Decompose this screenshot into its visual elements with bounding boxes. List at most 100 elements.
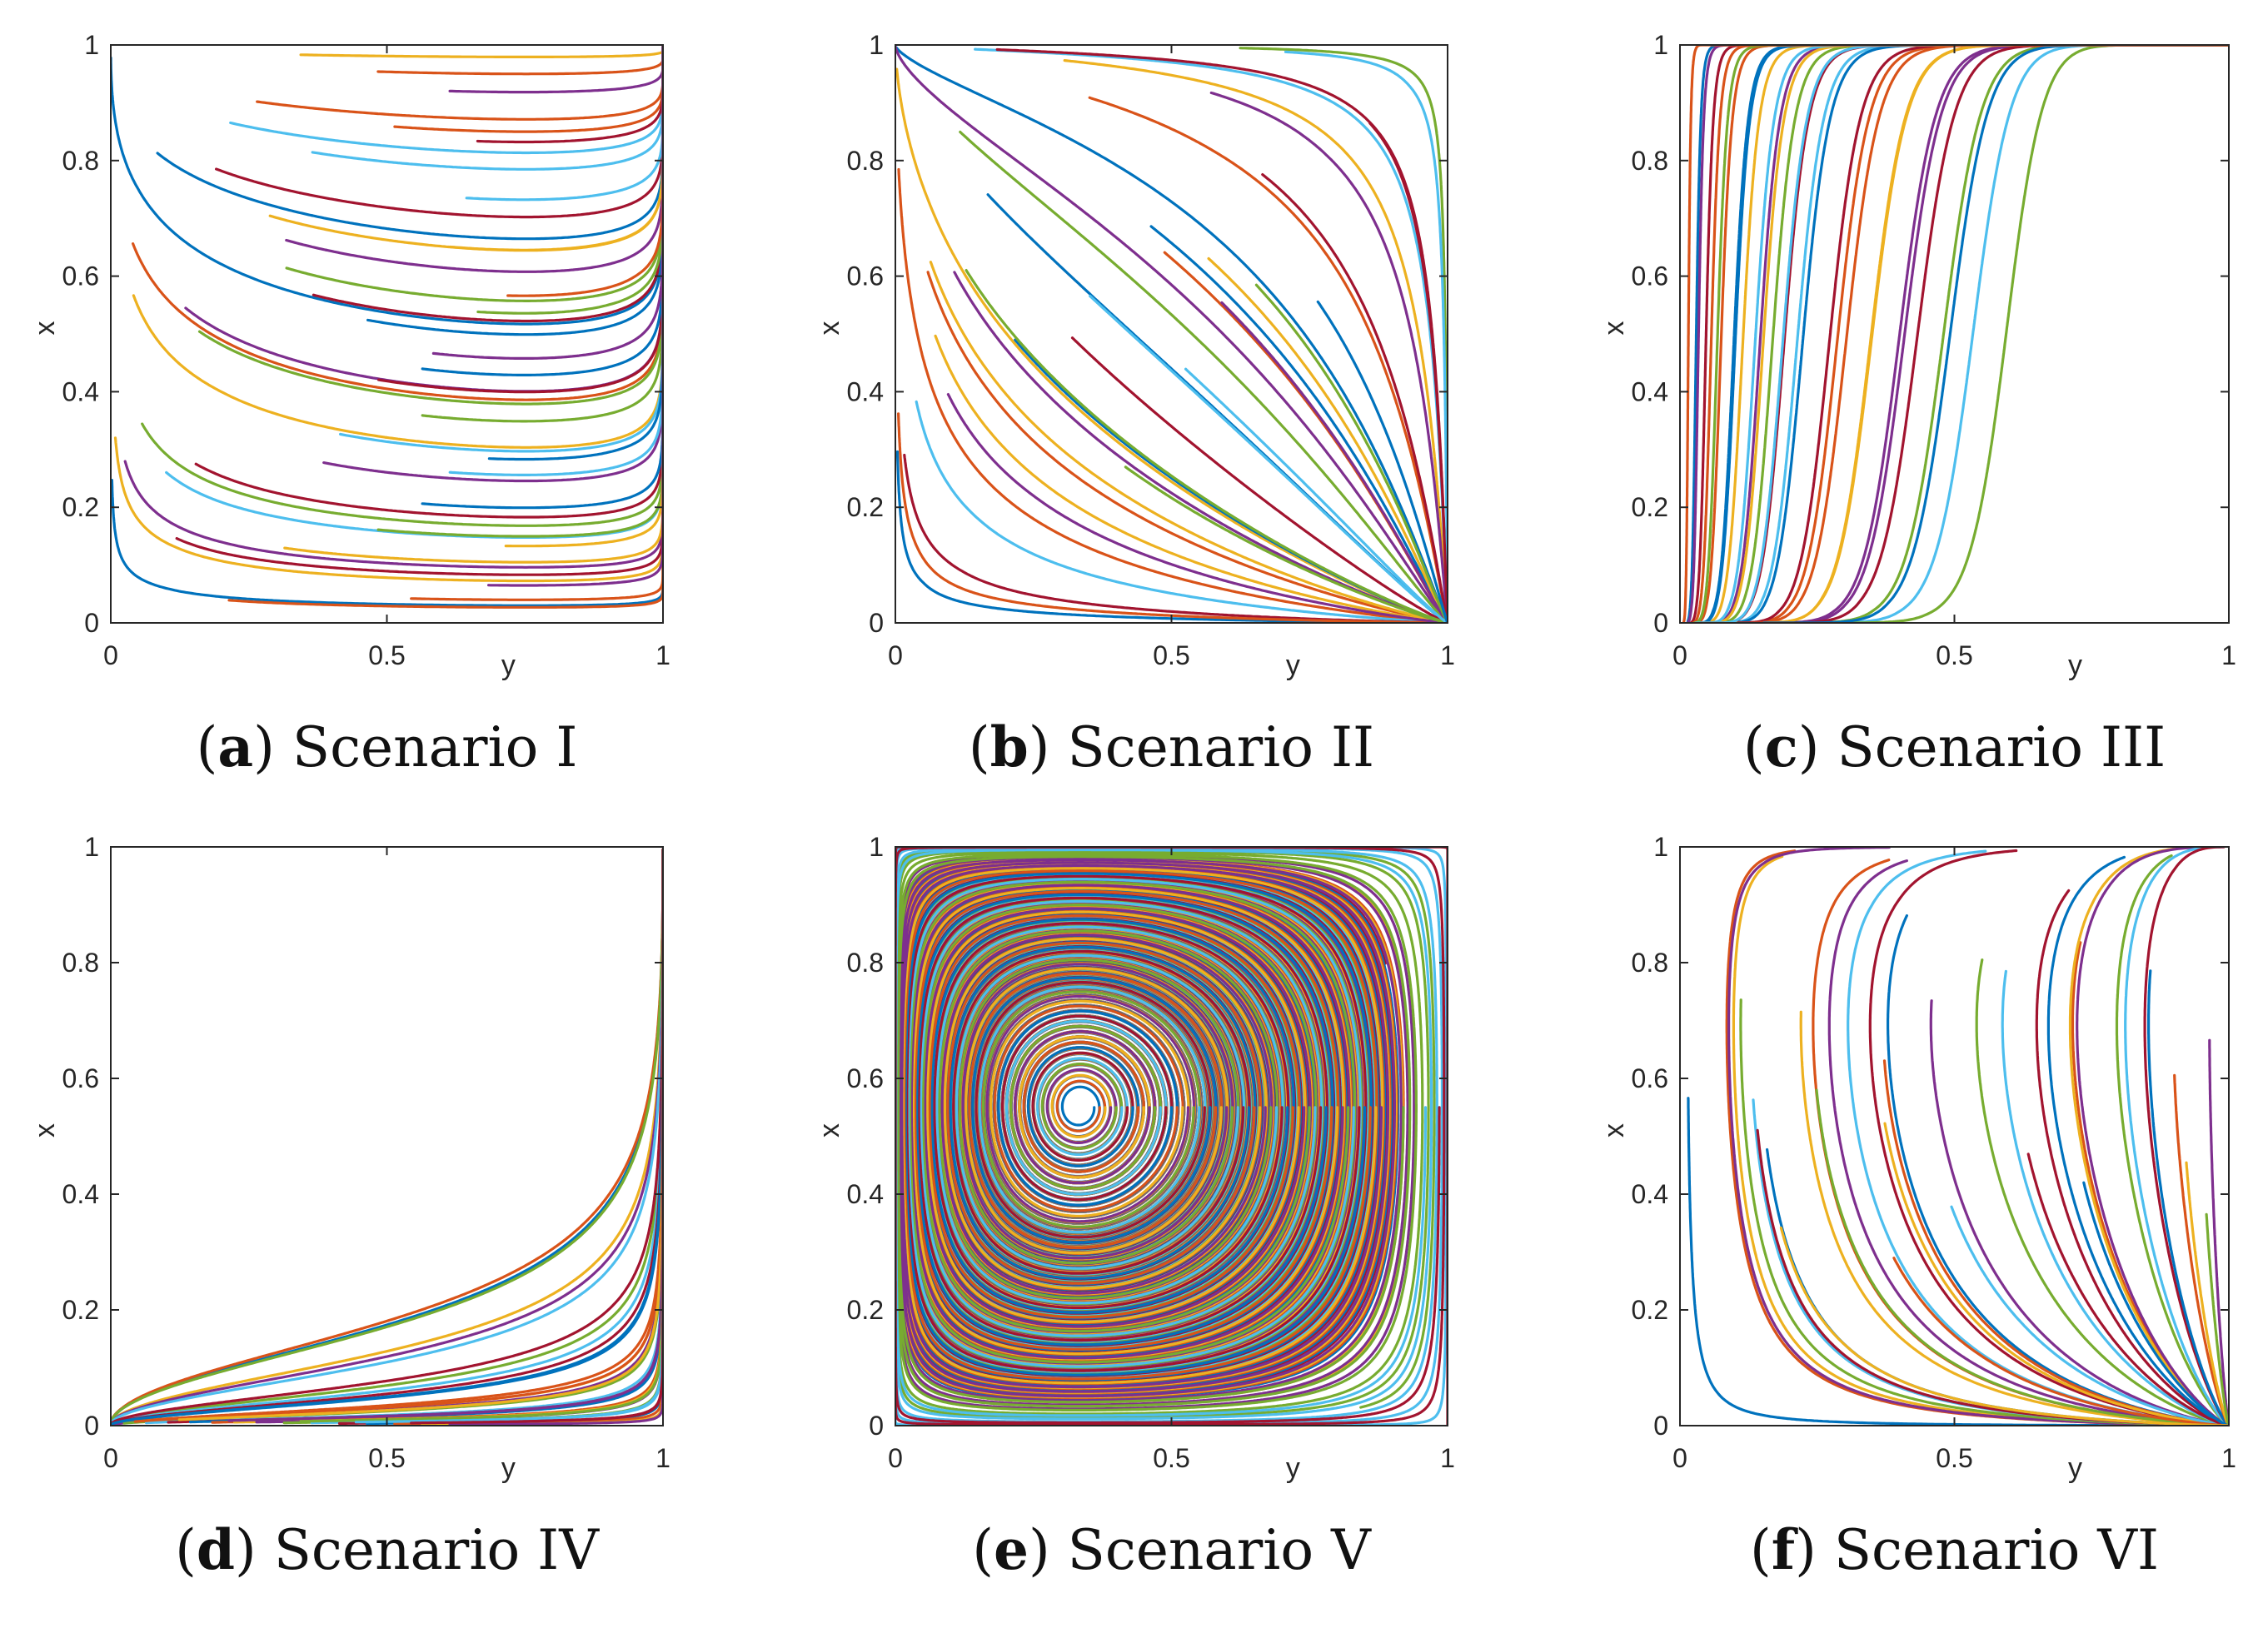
- ytick-label: 0.2: [1632, 1295, 1668, 1325]
- xtick-label: 0: [888, 640, 903, 670]
- trajectory-c-0: [1687, 45, 2228, 621]
- xtick-label: 0.5: [368, 640, 405, 670]
- ytick-label: 1: [869, 30, 884, 60]
- ytick-label: 0.8: [847, 948, 884, 978]
- trajectory-c-8: [1696, 45, 2227, 623]
- xtick-label: 0: [1672, 640, 1687, 670]
- panel-a: 0 0.2 0.4 0.6 0.8 1 0 0.5 1 y x (a) Scenario I: [29, 30, 670, 779]
- axes-frame-c: [1680, 45, 2229, 623]
- trajectory-c-14: [1695, 45, 2227, 623]
- panel-c: 00.20.40.60.810 0.5 1yx(c) Scenario III: [1598, 30, 2236, 779]
- ylabel-e: x: [814, 1123, 845, 1138]
- trajectory-c-1: [1697, 45, 2228, 623]
- ylabel-f: x: [1598, 1123, 1630, 1138]
- xtick-label: 0: [103, 640, 118, 670]
- caption-c: (c) Scenario III: [1743, 714, 2166, 779]
- trajectory-f-37: [1781, 1228, 2227, 1426]
- xtick-label: 1: [1440, 1443, 1455, 1473]
- caption-e: (e) Scenario V: [972, 1517, 1372, 1582]
- trajectory-a-43: [508, 59, 663, 296]
- panel-b: 00.20.40.60.810 0.5 1yx(b) Scenario II: [814, 30, 1455, 779]
- trajectory-a-29: [378, 59, 663, 74]
- trajectory-d-26: [112, 851, 663, 1422]
- panel-f: 00.20.40.60.810 0.5 1yx(f) Scenario VI: [1598, 832, 2236, 1582]
- ytick-label: 1: [84, 832, 99, 862]
- ytick-label: 0.8: [62, 948, 99, 978]
- xtick-label: 1: [2221, 1443, 2236, 1473]
- ytick-label: 1: [1653, 30, 1668, 60]
- trajectory-b-20: [1073, 338, 1447, 623]
- trajectory-f-21: [2048, 857, 2227, 1425]
- ylabel-b: x: [814, 321, 845, 336]
- ytick-label: 0.4: [1632, 1179, 1668, 1209]
- xtick-label: 1: [655, 640, 670, 670]
- trajectories-b: [895, 47, 1448, 624]
- xlabel-b: y: [1286, 650, 1300, 681]
- trajectory-a-27: [379, 47, 663, 392]
- caption-a: (a) Scenario I: [197, 714, 578, 779]
- trajectory-d-13: [168, 851, 663, 1423]
- trajectory-a-3: [186, 45, 663, 391]
- trajectory-b-11: [1240, 48, 1448, 622]
- xtick-label: 0.5: [1153, 1443, 1189, 1473]
- ylabel-a: x: [29, 321, 61, 336]
- ytick-label: 0: [84, 1411, 99, 1441]
- ytick-label: 0.6: [1632, 1063, 1668, 1093]
- panel-e: 00.20.40.60.810 0.5 1yx(e) Scenario V: [591, 832, 2268, 1582]
- ylabel-c: x: [1598, 321, 1630, 336]
- xlabel-e: y: [1286, 1452, 1300, 1484]
- caption-b: (b) Scenario II: [969, 714, 1374, 779]
- ytick-label: 0: [84, 608, 99, 638]
- xlabel-f: y: [2068, 1452, 2082, 1484]
- trajectory-d-25: [112, 852, 664, 1421]
- caption-f: (f) Scenario VI: [1750, 1517, 2159, 1582]
- trajectory-c-5: [1695, 45, 2226, 623]
- trajectory-b-32: [1125, 467, 1447, 623]
- xlabel-a: y: [501, 650, 516, 681]
- ytick-label: 0.8: [847, 146, 884, 176]
- trajectory-c-13: [1696, 45, 2227, 623]
- ytick-label: 0.8: [1632, 146, 1668, 176]
- trajectory-a-13: [313, 59, 663, 321]
- ytick-label: 0.2: [62, 492, 99, 522]
- trajectories-c: [1683, 45, 2229, 623]
- ytick-label: 0: [1653, 608, 1668, 638]
- ytick-label: 1: [1653, 832, 1668, 862]
- xtick-label: 0.5: [368, 1443, 405, 1473]
- trajectories-a: [111, 45, 663, 607]
- ytick-label: 0.2: [1632, 492, 1668, 522]
- ytick-label: 0.4: [1632, 376, 1668, 406]
- ylabel-d: x: [29, 1123, 61, 1138]
- trajectory-a-31: [450, 60, 663, 92]
- trajectory-d-20: [340, 850, 664, 1424]
- ytick-label: 0.2: [847, 1295, 884, 1325]
- trajectory-f-8: [1813, 860, 2227, 1426]
- panel-d: 00.20.40.60.810 0.5 1yx(d) Scenario IV: [29, 832, 670, 1582]
- trajectory-a-1: [133, 47, 663, 400]
- ytick-label: 0.2: [62, 1295, 99, 1325]
- trajectory-b-2: [897, 69, 1446, 622]
- ytick-label: 1: [84, 30, 99, 60]
- trajectory-c-20: [1696, 45, 2228, 623]
- ytick-label: 0.4: [62, 376, 99, 406]
- trajectory-c-11: [1744, 45, 2227, 623]
- ytick-label: 0.6: [847, 261, 884, 291]
- trajectory-d-0: [112, 849, 664, 1421]
- trajectory-d-34: [411, 849, 663, 1423]
- xtick-label: 1: [2221, 640, 2236, 670]
- trajectory-a-17: [125, 47, 663, 568]
- trajectory-c-21: [1696, 45, 2227, 623]
- xtick-label: 0: [888, 1443, 903, 1473]
- trajectory-a-32: [422, 47, 663, 421]
- ytick-label: 0.6: [62, 261, 99, 291]
- ytick-label: 0.4: [847, 1179, 884, 1209]
- ytick-label: 0.8: [62, 146, 99, 176]
- caption-d: (d) Scenario IV: [175, 1517, 600, 1582]
- trajectory-d-2: [111, 849, 663, 1422]
- trajectory-a-37: [450, 60, 663, 250]
- trajectory-d-15: [212, 850, 663, 1422]
- ytick-label: 0: [869, 608, 884, 638]
- trajectory-a-0: [111, 47, 663, 325]
